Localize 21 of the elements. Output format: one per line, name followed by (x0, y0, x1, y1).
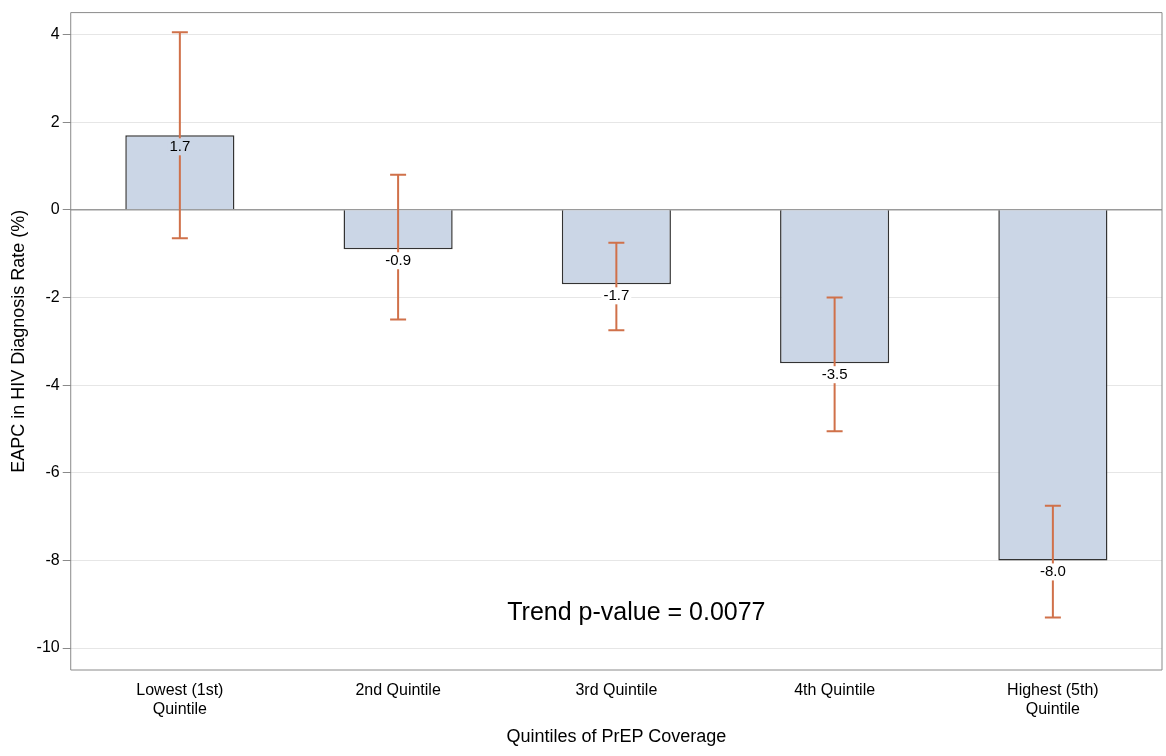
x-tick-label: 4th Quintile (794, 681, 876, 699)
y-tick-label: 2 (50, 112, 60, 130)
x-tick-label: Highest (5th) Quintile (1007, 681, 1099, 718)
x-tick-label: Lowest (1st) Quintile (136, 681, 224, 718)
y-tick-label: -8 (45, 550, 60, 568)
x-axis-title: Quintiles of PrEP Coverage (506, 726, 727, 747)
data-label: -1.7 (603, 285, 630, 303)
data-label: -8.0 (1039, 562, 1066, 580)
data-label: -3.5 (821, 364, 848, 382)
y-tick-label: 4 (50, 24, 60, 42)
annotation: Trend p-value = 0.0077 (507, 597, 766, 625)
data-label: 1.7 (169, 136, 191, 154)
y-axis-title: EAPC in HIV Diagnosis Rate (%) (7, 209, 28, 473)
y-tick-label: -10 (36, 638, 60, 656)
y-tick-label: -4 (45, 375, 60, 393)
data-label: -0.9 (385, 250, 412, 268)
y-tick-label: 0 (50, 200, 60, 218)
x-tick-label: 2nd Quintile (355, 681, 441, 699)
y-tick-label: -6 (45, 463, 60, 481)
x-tick-label: 3rd Quintile (575, 681, 658, 699)
y-tick-label: -2 (45, 287, 60, 305)
